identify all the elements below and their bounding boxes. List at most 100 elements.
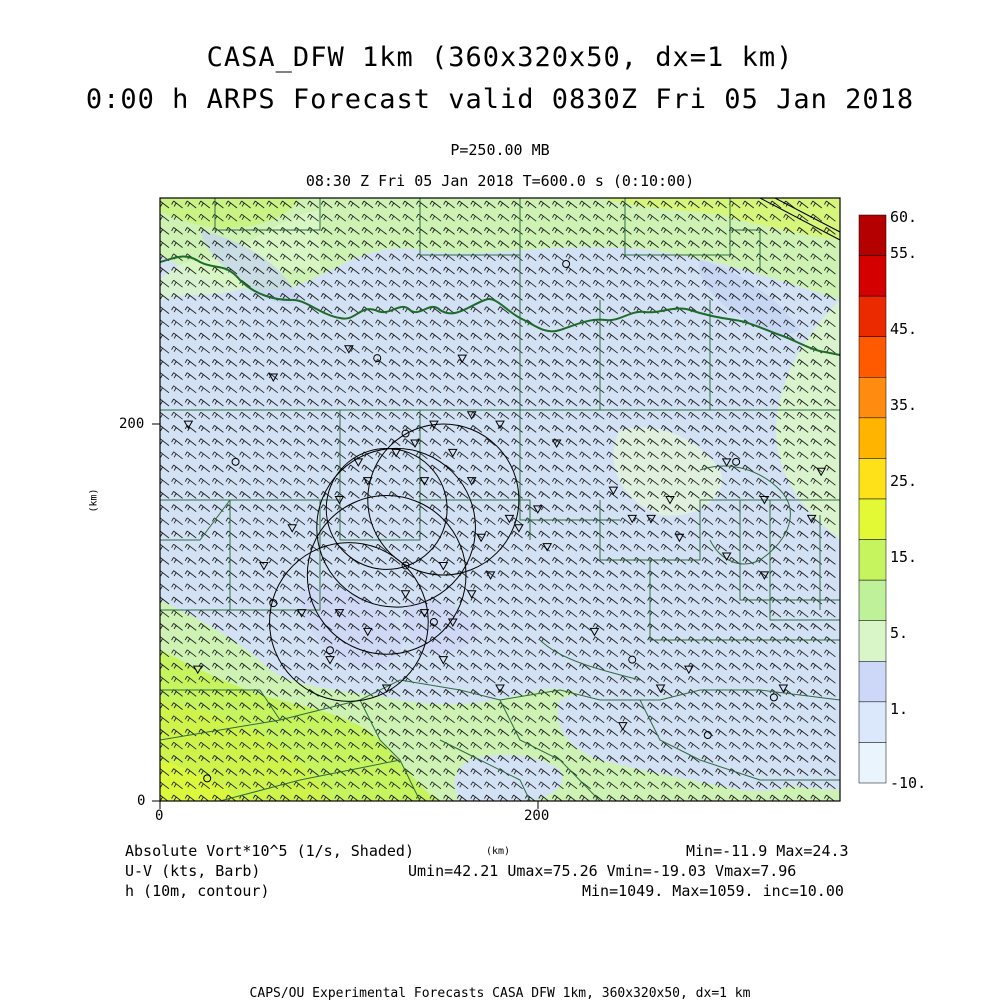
chart-title-line1: CASA_DFW 1km (360x320x50, dx=1 km) [206, 42, 794, 73]
colorbar-segment [858, 458, 887, 500]
colorbar-label: 45. [890, 320, 918, 338]
station-triangle [608, 486, 619, 496]
station-circle [628, 655, 637, 664]
colorbar-segment [858, 742, 887, 784]
station-triangle [400, 590, 411, 599]
station-triangle [344, 345, 354, 354]
station-triangle [466, 590, 477, 599]
station-triangle [495, 420, 505, 430]
colorbar-segment [858, 539, 887, 581]
station-triangle [466, 411, 477, 420]
station-triangle [381, 684, 392, 693]
station-triangle [665, 496, 675, 505]
axis-ticks [152, 423, 539, 809]
colorbar [858, 214, 887, 784]
colorbar-label: 35. [890, 396, 918, 414]
station-circle [732, 457, 741, 466]
station-triangle [334, 609, 345, 618]
legend-vorticity: Absolute Vort*10^5 (1/s, Shaded) [125, 842, 414, 860]
legend-height: h (10m, contour) [125, 882, 270, 900]
station-triangle [466, 477, 477, 486]
footer-credit: CAPS/OU Experimental Forecasts CASA DFW … [249, 986, 751, 1001]
station-triangle [410, 439, 420, 448]
station-triangle [589, 627, 600, 637]
radar-range-ring [325, 447, 448, 570]
colorbar-label: 5. [890, 624, 909, 642]
state-boundary [160, 255, 840, 356]
colorbar-label: 60. [890, 208, 918, 226]
station-triangle [684, 665, 694, 675]
x-tick-0: 0 [155, 808, 164, 824]
station-triangle [646, 514, 656, 524]
colorbar-label: 15. [890, 548, 918, 566]
station-circle [373, 354, 382, 363]
station-triangle [721, 458, 732, 467]
colorbar-segment [858, 255, 887, 297]
county-boundaries [160, 198, 840, 801]
radar-range-ring [306, 495, 467, 655]
station-triangle [287, 524, 298, 533]
y-tick-200: 200 [119, 416, 145, 432]
station-triangle [296, 609, 307, 618]
station-triangle [334, 496, 345, 505]
station-circle [326, 646, 334, 655]
station-triangle [485, 571, 496, 580]
station-triangle [447, 618, 458, 627]
colorbar-label: 25. [890, 472, 918, 490]
height-contours [759, 198, 840, 241]
station-triangle [325, 656, 335, 665]
y-tick-0: 0 [137, 793, 146, 809]
station-circle [401, 429, 410, 438]
station-triangle [362, 477, 373, 486]
station-triangle [438, 561, 449, 571]
colorbar-segment [858, 377, 887, 419]
station-circle [769, 693, 778, 702]
legend-wind: U-V (kts, Barb) [125, 862, 261, 880]
colorbar-segment [858, 498, 887, 540]
station-triangle [721, 552, 732, 562]
colorbar-segment [858, 579, 887, 621]
observation-stations [183, 259, 826, 783]
station-triangle [429, 420, 439, 430]
plot-frame [159, 197, 841, 802]
station-triangle [655, 684, 666, 693]
station-triangle [476, 533, 486, 543]
legend-wind-range: Umin=42.21 Umax=75.26 Vmin=-19.03 Vmax=7… [408, 862, 797, 880]
station-triangle [353, 458, 364, 467]
station-triangle [778, 684, 789, 693]
colorbar-segment [858, 620, 887, 662]
legend-height-range: Min=1049. Max=1059. inc=10.00 [582, 882, 844, 900]
station-triangle [457, 354, 468, 364]
radar-range-ring [367, 423, 520, 576]
chart-title-line2: 0:00 h ARPS Forecast valid 0830Z Fri 05 … [85, 84, 915, 115]
radar-range-ring [316, 447, 476, 608]
station-triangle [542, 543, 553, 552]
station-triangle [532, 505, 543, 514]
radar-range-ring [269, 542, 429, 702]
station-circle [231, 457, 240, 466]
station-circle [703, 731, 712, 740]
legend-vorticity-range: Min=-11.9 Max=24.3 [686, 842, 849, 860]
station-circle [562, 259, 571, 268]
colorbar-segment [858, 417, 887, 459]
station-triangle [816, 467, 826, 477]
colorbar-segment [858, 701, 887, 743]
colorbar-label: 55. [890, 244, 918, 262]
station-circle [269, 599, 278, 608]
colorbar-segment [858, 295, 887, 337]
station-triangle [759, 496, 770, 505]
station-triangle [419, 477, 430, 486]
station-triangle [495, 684, 505, 693]
station-triangle [617, 722, 628, 731]
station-triangle [806, 514, 817, 524]
station-circle [401, 561, 410, 570]
station-circle [429, 617, 438, 626]
colorbar-segment [858, 214, 887, 256]
station-triangle [391, 448, 401, 458]
x-axis-label: (km) [486, 846, 511, 857]
x-tick-200: 200 [524, 808, 550, 824]
valid-time: 08:30 Z Fri 05 Jan 2018 T=600.0 s (0:10:… [305, 172, 695, 190]
station-triangle [268, 373, 279, 383]
station-triangle [447, 448, 458, 458]
